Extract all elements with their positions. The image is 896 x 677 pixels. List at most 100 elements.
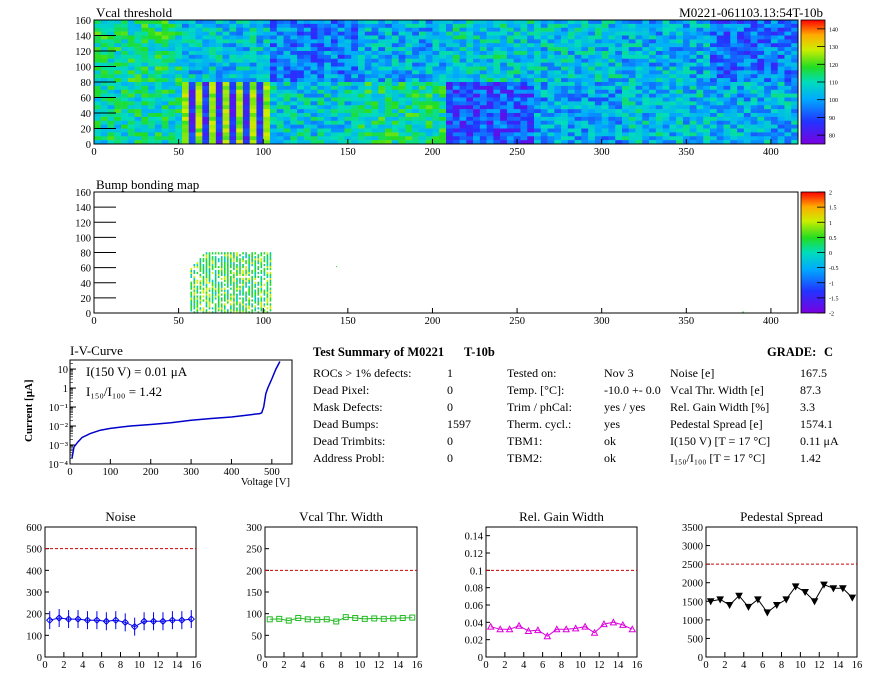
vcal-map-cell	[757, 43, 765, 48]
vcal-map-cell	[608, 51, 616, 56]
bump-map-cell	[196, 295, 199, 298]
vcal-map-cell	[290, 78, 298, 83]
bump-map-cell	[193, 293, 196, 296]
vcal-map-cell	[249, 58, 257, 63]
vcal-map-cell	[134, 35, 142, 40]
vcal-map-cell	[276, 136, 284, 141]
bump-map-cell	[266, 289, 269, 292]
vcal-map-cell	[182, 35, 190, 40]
vcal-map-cell	[770, 132, 778, 137]
vcal-map-cell	[547, 23, 555, 29]
vcal-map-cell	[540, 51, 548, 56]
bump-map-cell	[251, 287, 253, 290]
vcal-map-cell	[486, 116, 494, 122]
vcal-map-cell	[723, 82, 731, 87]
vcal-map-cell	[662, 39, 670, 44]
vcal-map-cell	[432, 116, 440, 122]
bump-map-cell	[242, 287, 244, 290]
vcal-map-cell	[601, 23, 609, 29]
vcal-map-cell	[581, 39, 589, 44]
vcal-map-cell	[689, 54, 697, 60]
vcal-map-cell	[588, 124, 596, 129]
vcal-map-cell	[622, 136, 630, 141]
bump-map-cell	[269, 283, 272, 286]
data-point	[848, 594, 857, 602]
bump-map-cell	[211, 279, 214, 282]
vcal-map-cell	[398, 89, 406, 94]
vcal-map-cell	[473, 20, 481, 25]
x-tick-label: 14	[613, 660, 624, 671]
vcal-map-cell	[527, 35, 535, 40]
data-point	[486, 622, 495, 630]
vcal-map-cell	[358, 82, 366, 87]
vcal-map-cell	[459, 82, 467, 87]
vcal-map-cell	[134, 116, 142, 122]
vcal-map-cell	[317, 82, 325, 87]
bump-map-cell	[236, 285, 238, 288]
vcal-map-cell	[188, 35, 196, 40]
vcal-map-cell	[466, 132, 474, 137]
vcal-map-cell	[188, 116, 196, 122]
vcal-map-cell	[723, 20, 731, 25]
vcal-map-cell	[791, 128, 799, 133]
vcal-map-cell	[242, 20, 250, 25]
vcal-map-cell	[94, 93, 102, 98]
vcal-map-cell	[270, 20, 278, 25]
vcal-map-cell	[310, 20, 318, 25]
vcal-map-cell	[473, 109, 481, 114]
vcal-map-cell	[784, 51, 792, 56]
vcal-map-cell	[270, 101, 278, 106]
vcal-map-cell	[561, 23, 569, 29]
vcal-map-cell	[574, 89, 582, 94]
vcal-map-cell	[696, 54, 704, 60]
vcal-map-cell	[479, 124, 487, 129]
vcal-map-cell	[737, 35, 745, 40]
vcal-map-cell	[188, 85, 196, 91]
vcal-map-cell	[337, 66, 345, 71]
vcal-map-cell	[364, 116, 372, 122]
vcal-map-cell	[500, 124, 508, 129]
vcal-map-cell	[716, 27, 724, 32]
vcal-map-cell	[743, 101, 751, 106]
vcal-map-cell	[506, 109, 514, 114]
vcal-map-cell	[689, 47, 697, 52]
x-tick-label: 8	[559, 660, 564, 671]
vcal-map-cell	[432, 70, 440, 75]
vcal-map-cell	[195, 74, 203, 79]
bump-map-cell	[260, 305, 263, 308]
vcal-map-cell	[601, 89, 609, 94]
vcal-map-cell	[236, 93, 244, 98]
vcal-map-cell	[188, 113, 196, 118]
vcal-map-cell	[750, 105, 758, 110]
vcal-map-cell	[703, 132, 711, 137]
bump-map-cell	[242, 279, 244, 282]
vcal-map-cell	[425, 89, 433, 94]
vcal-map-cell	[581, 105, 589, 110]
vcal-map-cell	[581, 62, 589, 67]
vcal-map-cell	[540, 97, 548, 102]
vcal-map-cell	[676, 20, 684, 25]
bump-map-cell	[214, 303, 217, 306]
vcal-map-cell	[770, 113, 778, 118]
vcal-map-cell	[337, 74, 345, 79]
vcal-map-cell	[168, 58, 176, 63]
vcal-map-cell	[297, 128, 305, 133]
vcal-map-cell	[513, 120, 521, 125]
vcal-map-cell	[669, 124, 677, 129]
bump-map-cell	[211, 291, 214, 294]
vcal-map-cell	[622, 47, 630, 52]
vcal-map-cell	[310, 113, 318, 118]
vcal-map-cell	[581, 109, 589, 114]
vcal-map-cell	[310, 70, 318, 75]
y-tick-label: 100	[75, 233, 91, 244]
vcal-map-cell	[676, 109, 684, 114]
vcal-map-cell	[520, 109, 528, 114]
bump-map-title: Bump bonding map	[96, 177, 199, 192]
vcal-map-cell	[770, 43, 778, 48]
vcal-map-cell	[791, 109, 799, 114]
vcal-map-cell	[513, 31, 521, 36]
bump-map-cell	[239, 281, 241, 284]
vcal-map-cell	[459, 132, 467, 137]
vcal-map-cell	[94, 116, 102, 122]
vcal-map-cell	[574, 70, 582, 75]
